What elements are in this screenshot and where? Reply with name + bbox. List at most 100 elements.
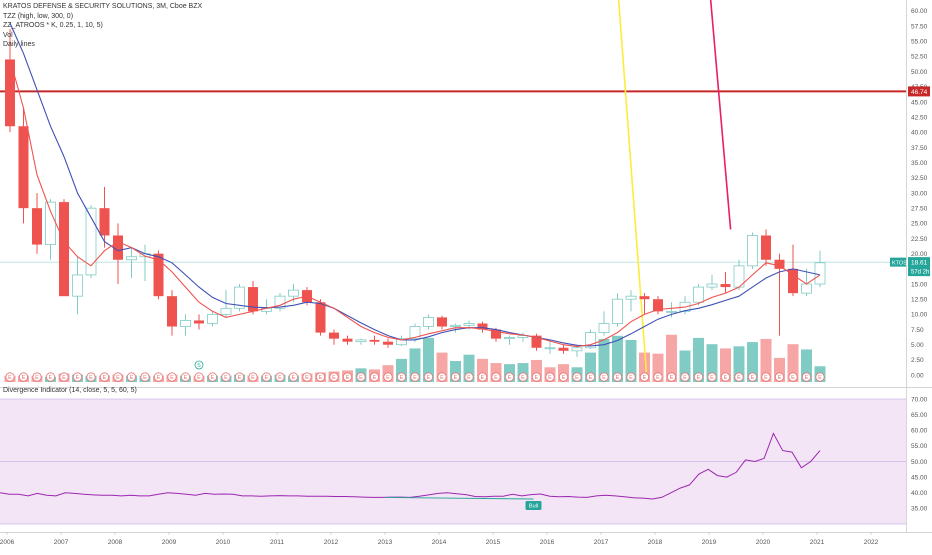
price-tick-12: 30.00 xyxy=(911,190,928,197)
earnings-marker-label-41: E xyxy=(562,375,566,381)
earnings-marker-label-5: E xyxy=(76,375,80,381)
earnings-marker-38 xyxy=(518,372,528,382)
x-tick-15: 2021 xyxy=(810,539,825,546)
candle-body-0 xyxy=(5,59,15,127)
volume-bar-56 xyxy=(760,338,772,382)
price-tick-0: 60.00 xyxy=(911,8,928,15)
earnings-marker-label-59: E xyxy=(805,375,809,381)
x-tick-2: 2008 xyxy=(108,539,123,546)
x-tick-7: 2013 xyxy=(378,539,393,546)
earnings-marker-label-26: E xyxy=(359,375,363,381)
volume-bar-43 xyxy=(585,352,596,382)
fast-ma-line xyxy=(9,59,821,348)
price-tick-1: 57.50 xyxy=(911,23,928,30)
earnings-marker-label-46: E xyxy=(629,375,633,381)
volume-bar-33 xyxy=(450,361,461,382)
volume-bar-51 xyxy=(693,337,704,382)
volume-bar-35 xyxy=(477,358,488,382)
earnings-marker-18 xyxy=(248,372,258,382)
earnings-marker-label-0: E xyxy=(8,375,12,381)
price-tick-18: 15.00 xyxy=(911,281,928,288)
earnings-marker-label-14: E xyxy=(197,375,201,381)
earnings-marker-9 xyxy=(126,372,137,382)
earnings-marker-51 xyxy=(693,372,704,382)
earnings-marker-label-47: E xyxy=(643,375,647,381)
earnings-marker-6 xyxy=(86,372,96,382)
candle-body-58 xyxy=(788,268,798,294)
earnings-marker-label-8: E xyxy=(116,375,120,381)
x-tick-14: 2020 xyxy=(756,539,771,546)
earnings-marker-53 xyxy=(720,372,731,382)
earnings-marker-label-27: E xyxy=(373,375,377,381)
candle-body-38 xyxy=(517,335,529,338)
x-tick-10: 2016 xyxy=(540,539,555,546)
earnings-marker-8 xyxy=(113,372,123,382)
volume-bar-39 xyxy=(531,359,542,382)
x-tick-0: 2006 xyxy=(0,539,15,546)
earnings-marker-label-30: E xyxy=(413,375,417,381)
price-tick-9: 37.50 xyxy=(911,145,928,152)
earnings-marker-label-24: E xyxy=(332,375,336,381)
candle-body-20 xyxy=(274,295,286,309)
earnings-marker-22 xyxy=(302,372,312,382)
earnings-marker-label-29: E xyxy=(400,375,404,381)
candle-body-21 xyxy=(288,289,299,297)
candle-body-31 xyxy=(423,317,434,327)
volume-bar-31 xyxy=(423,337,434,382)
candle-body-39 xyxy=(531,335,542,348)
bull-divergence-line xyxy=(384,496,534,500)
legend-line-4: Daily lines xyxy=(3,41,35,49)
candle-body-36 xyxy=(491,329,501,339)
price-tick-8: 40.00 xyxy=(911,130,928,137)
candle-body-1 xyxy=(18,126,29,209)
candle-body-16 xyxy=(220,307,232,315)
legend-line-2: ZZ_ATROOS * K, 0.25, 1, 10, 5) xyxy=(3,22,103,30)
earnings-marker-label-31: E xyxy=(427,375,431,381)
earnings-marker-48 xyxy=(653,372,663,382)
earnings-marker-label-21: E xyxy=(292,375,296,381)
candle-body-53 xyxy=(720,284,731,288)
candle-body-59 xyxy=(801,283,812,294)
earnings-marker-30 xyxy=(410,372,420,382)
x-tick-5: 2011 xyxy=(270,539,284,546)
x-tick-16: 2022 xyxy=(864,539,879,546)
rsi-tick-1: 65.00 xyxy=(911,412,928,419)
earnings-marker-label-36: E xyxy=(494,375,498,381)
earnings-marker-label-37: E xyxy=(508,375,512,381)
x-tick-9: 2015 xyxy=(486,539,501,546)
earnings-marker-label-42: E xyxy=(575,375,579,381)
earnings-marker-label-60: E xyxy=(818,375,822,381)
earnings-marker-label-2: E xyxy=(35,375,39,381)
candle-body-18 xyxy=(248,287,258,312)
earnings-marker-54 xyxy=(734,372,744,382)
candle-body-9 xyxy=(126,256,137,261)
earnings-marker-10 xyxy=(140,372,150,382)
candle-body-47 xyxy=(639,296,650,300)
price-tick-11: 32.50 xyxy=(911,175,928,182)
candle-body-57 xyxy=(774,259,785,269)
rsi-tick-6: 40.00 xyxy=(911,490,928,497)
earnings-marker-56 xyxy=(761,372,771,382)
price-tick-13: 27.50 xyxy=(911,205,928,212)
earnings-marker-label-51: E xyxy=(697,375,701,381)
earnings-marker-label-45: E xyxy=(616,375,620,381)
earnings-marker-label-1: E xyxy=(22,375,26,381)
candle-body-11 xyxy=(153,253,164,297)
rsi-tick-3: 55.00 xyxy=(911,443,928,450)
earnings-marker-label-52: E xyxy=(710,375,714,381)
earnings-marker-label-43: E xyxy=(589,375,593,381)
volume-bar-32 xyxy=(436,352,448,382)
earnings-marker-33 xyxy=(450,372,461,382)
earnings-marker-28 xyxy=(383,372,393,382)
earnings-marker-label-15: E xyxy=(211,375,215,381)
split-marker-label: S xyxy=(197,363,201,369)
rsi-tick-0: 70.00 xyxy=(911,396,928,403)
volume-bar-53 xyxy=(720,348,731,382)
ticker-tag-bg xyxy=(890,257,906,267)
earnings-marker-label-40: E xyxy=(548,375,552,381)
earnings-marker-15 xyxy=(207,372,218,382)
legend-line-1: TZZ (high, low, 300, 0) xyxy=(3,12,74,20)
volume-bar-55 xyxy=(747,342,758,382)
magenta-trend-line xyxy=(709,0,732,230)
hline-price-label-bg xyxy=(908,86,930,97)
